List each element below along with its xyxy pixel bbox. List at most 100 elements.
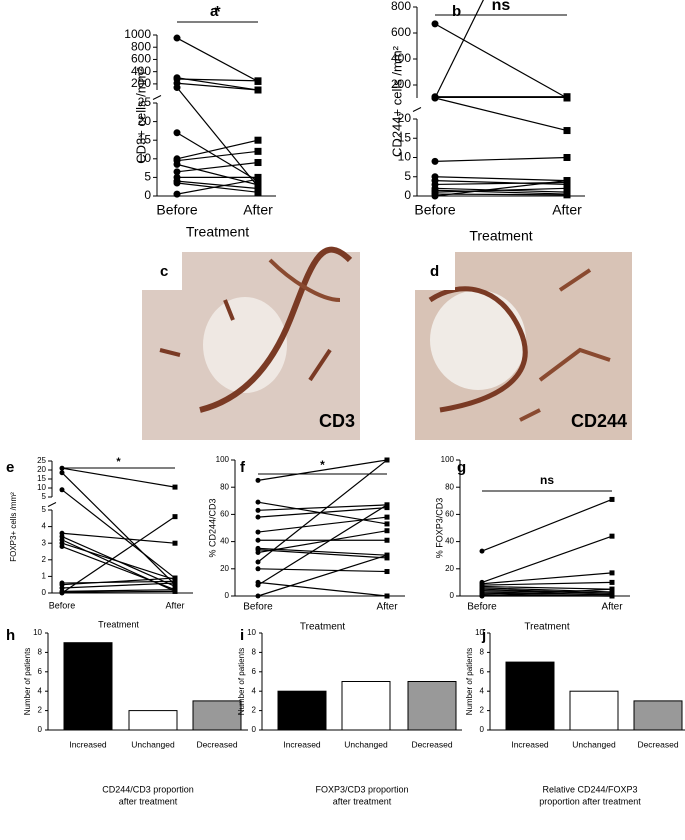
before-point <box>431 192 439 200</box>
before-point <box>173 84 181 92</box>
x-axis-label: after treatment <box>119 796 178 806</box>
y-tick-label: 0 <box>450 591 455 600</box>
y-tick-label: 20 <box>37 465 46 474</box>
micrograph-d <box>415 252 632 440</box>
panel-letter: a <box>210 3 219 20</box>
x-tick-label: Unchanged <box>344 739 388 749</box>
before-point <box>173 129 181 137</box>
before-point <box>255 499 261 505</box>
patient-line <box>481 585 613 590</box>
after-point <box>384 552 390 558</box>
after-point <box>254 136 262 144</box>
patient-line <box>61 545 176 591</box>
x-tick-label: After <box>552 202 582 218</box>
patient-line <box>434 23 568 99</box>
axis-break <box>47 502 57 507</box>
y-tick-label: 400 <box>391 51 411 65</box>
significance: * <box>214 4 221 21</box>
panel-letter: h <box>6 627 15 644</box>
y-tick-label: 4 <box>38 686 43 695</box>
x-tick-label: Decreased <box>411 739 452 749</box>
patient-line <box>481 535 613 583</box>
y-tick-label: 8 <box>38 648 43 657</box>
after-point <box>172 484 178 490</box>
patient-line <box>176 161 259 173</box>
before-point <box>173 160 181 168</box>
patient-line <box>176 139 259 160</box>
bar <box>277 690 327 731</box>
x-tick-label: Unchanged <box>572 739 616 749</box>
x-tick-label: Before <box>156 202 197 218</box>
x-tick-label: Increased <box>69 739 107 749</box>
x-tick-label: Before <box>49 600 76 610</box>
patient-line <box>434 97 568 132</box>
patient-line <box>434 0 484 99</box>
y-tick-label: 15 <box>398 130 412 144</box>
panel-letter: i <box>240 627 244 644</box>
patient-line <box>257 547 388 556</box>
x-axis-label: Relative CD244/FOXP3 <box>542 784 637 794</box>
patient-line <box>61 590 176 593</box>
y-tick-label: 15 <box>138 132 152 146</box>
patient-line <box>257 459 388 563</box>
y-tick-label: 4 <box>480 686 485 695</box>
patient-line <box>481 592 613 596</box>
y-tick-label: 4 <box>252 686 257 695</box>
y-tick-label: 5 <box>42 492 47 501</box>
image-label: CD244 <box>571 411 627 431</box>
y-axis-label: Number of patients <box>465 648 474 716</box>
before-point <box>479 548 485 554</box>
after-point <box>609 593 615 599</box>
y-tick-label: 20 <box>398 111 412 125</box>
patient-line <box>61 516 176 594</box>
x-tick-label: Before <box>414 202 455 218</box>
y-tick-label: 20 <box>220 564 229 573</box>
x-tick-label: Decreased <box>637 739 678 749</box>
y-tick-label: 6 <box>480 667 485 676</box>
panel-letter: f <box>240 459 246 476</box>
before-point <box>255 582 261 588</box>
y-tick-label: 10 <box>33 628 42 637</box>
patient-line <box>257 554 388 597</box>
patient-line <box>61 589 176 592</box>
patient-line <box>61 580 176 584</box>
axis-break <box>412 107 422 112</box>
before-point <box>255 514 261 520</box>
before-point <box>479 593 485 599</box>
patient-line <box>481 581 613 586</box>
y-tick-label: 10 <box>37 483 46 492</box>
y-tick-label: 400 <box>131 64 151 78</box>
x-axis-label: Treatment <box>524 622 569 633</box>
bar <box>505 661 555 731</box>
patient-line <box>434 187 568 193</box>
y-tick-label: 100 <box>216 455 230 464</box>
after-point <box>172 575 178 581</box>
bar <box>633 700 683 731</box>
y-tick-label: 0 <box>144 188 151 202</box>
after-point <box>254 175 262 183</box>
before-point <box>255 566 261 572</box>
patient-line <box>481 589 613 594</box>
y-tick-label: 0 <box>252 725 257 734</box>
after-point <box>254 77 262 85</box>
x-axis-label: proportion after treatment <box>539 796 641 806</box>
before-point <box>59 590 65 596</box>
y-tick-label: 8 <box>252 648 257 657</box>
y-tick-label: 600 <box>391 25 411 39</box>
y-tick-label: 60 <box>220 510 229 519</box>
before-point <box>431 94 439 102</box>
before-point <box>255 549 261 555</box>
y-tick-label: 10 <box>398 150 412 164</box>
x-tick-label: Increased <box>511 739 549 749</box>
y-axis-label: Number of patients <box>23 648 32 716</box>
after-point <box>563 154 571 161</box>
patient-line <box>176 87 259 188</box>
y-tick-label: 20 <box>445 564 454 573</box>
bar <box>407 681 457 731</box>
y-tick-label: 6 <box>38 667 43 676</box>
patient-line <box>434 193 568 196</box>
after-point <box>563 127 571 135</box>
x-tick-label: After <box>165 600 184 610</box>
x-tick-label: Unchanged <box>131 739 175 749</box>
